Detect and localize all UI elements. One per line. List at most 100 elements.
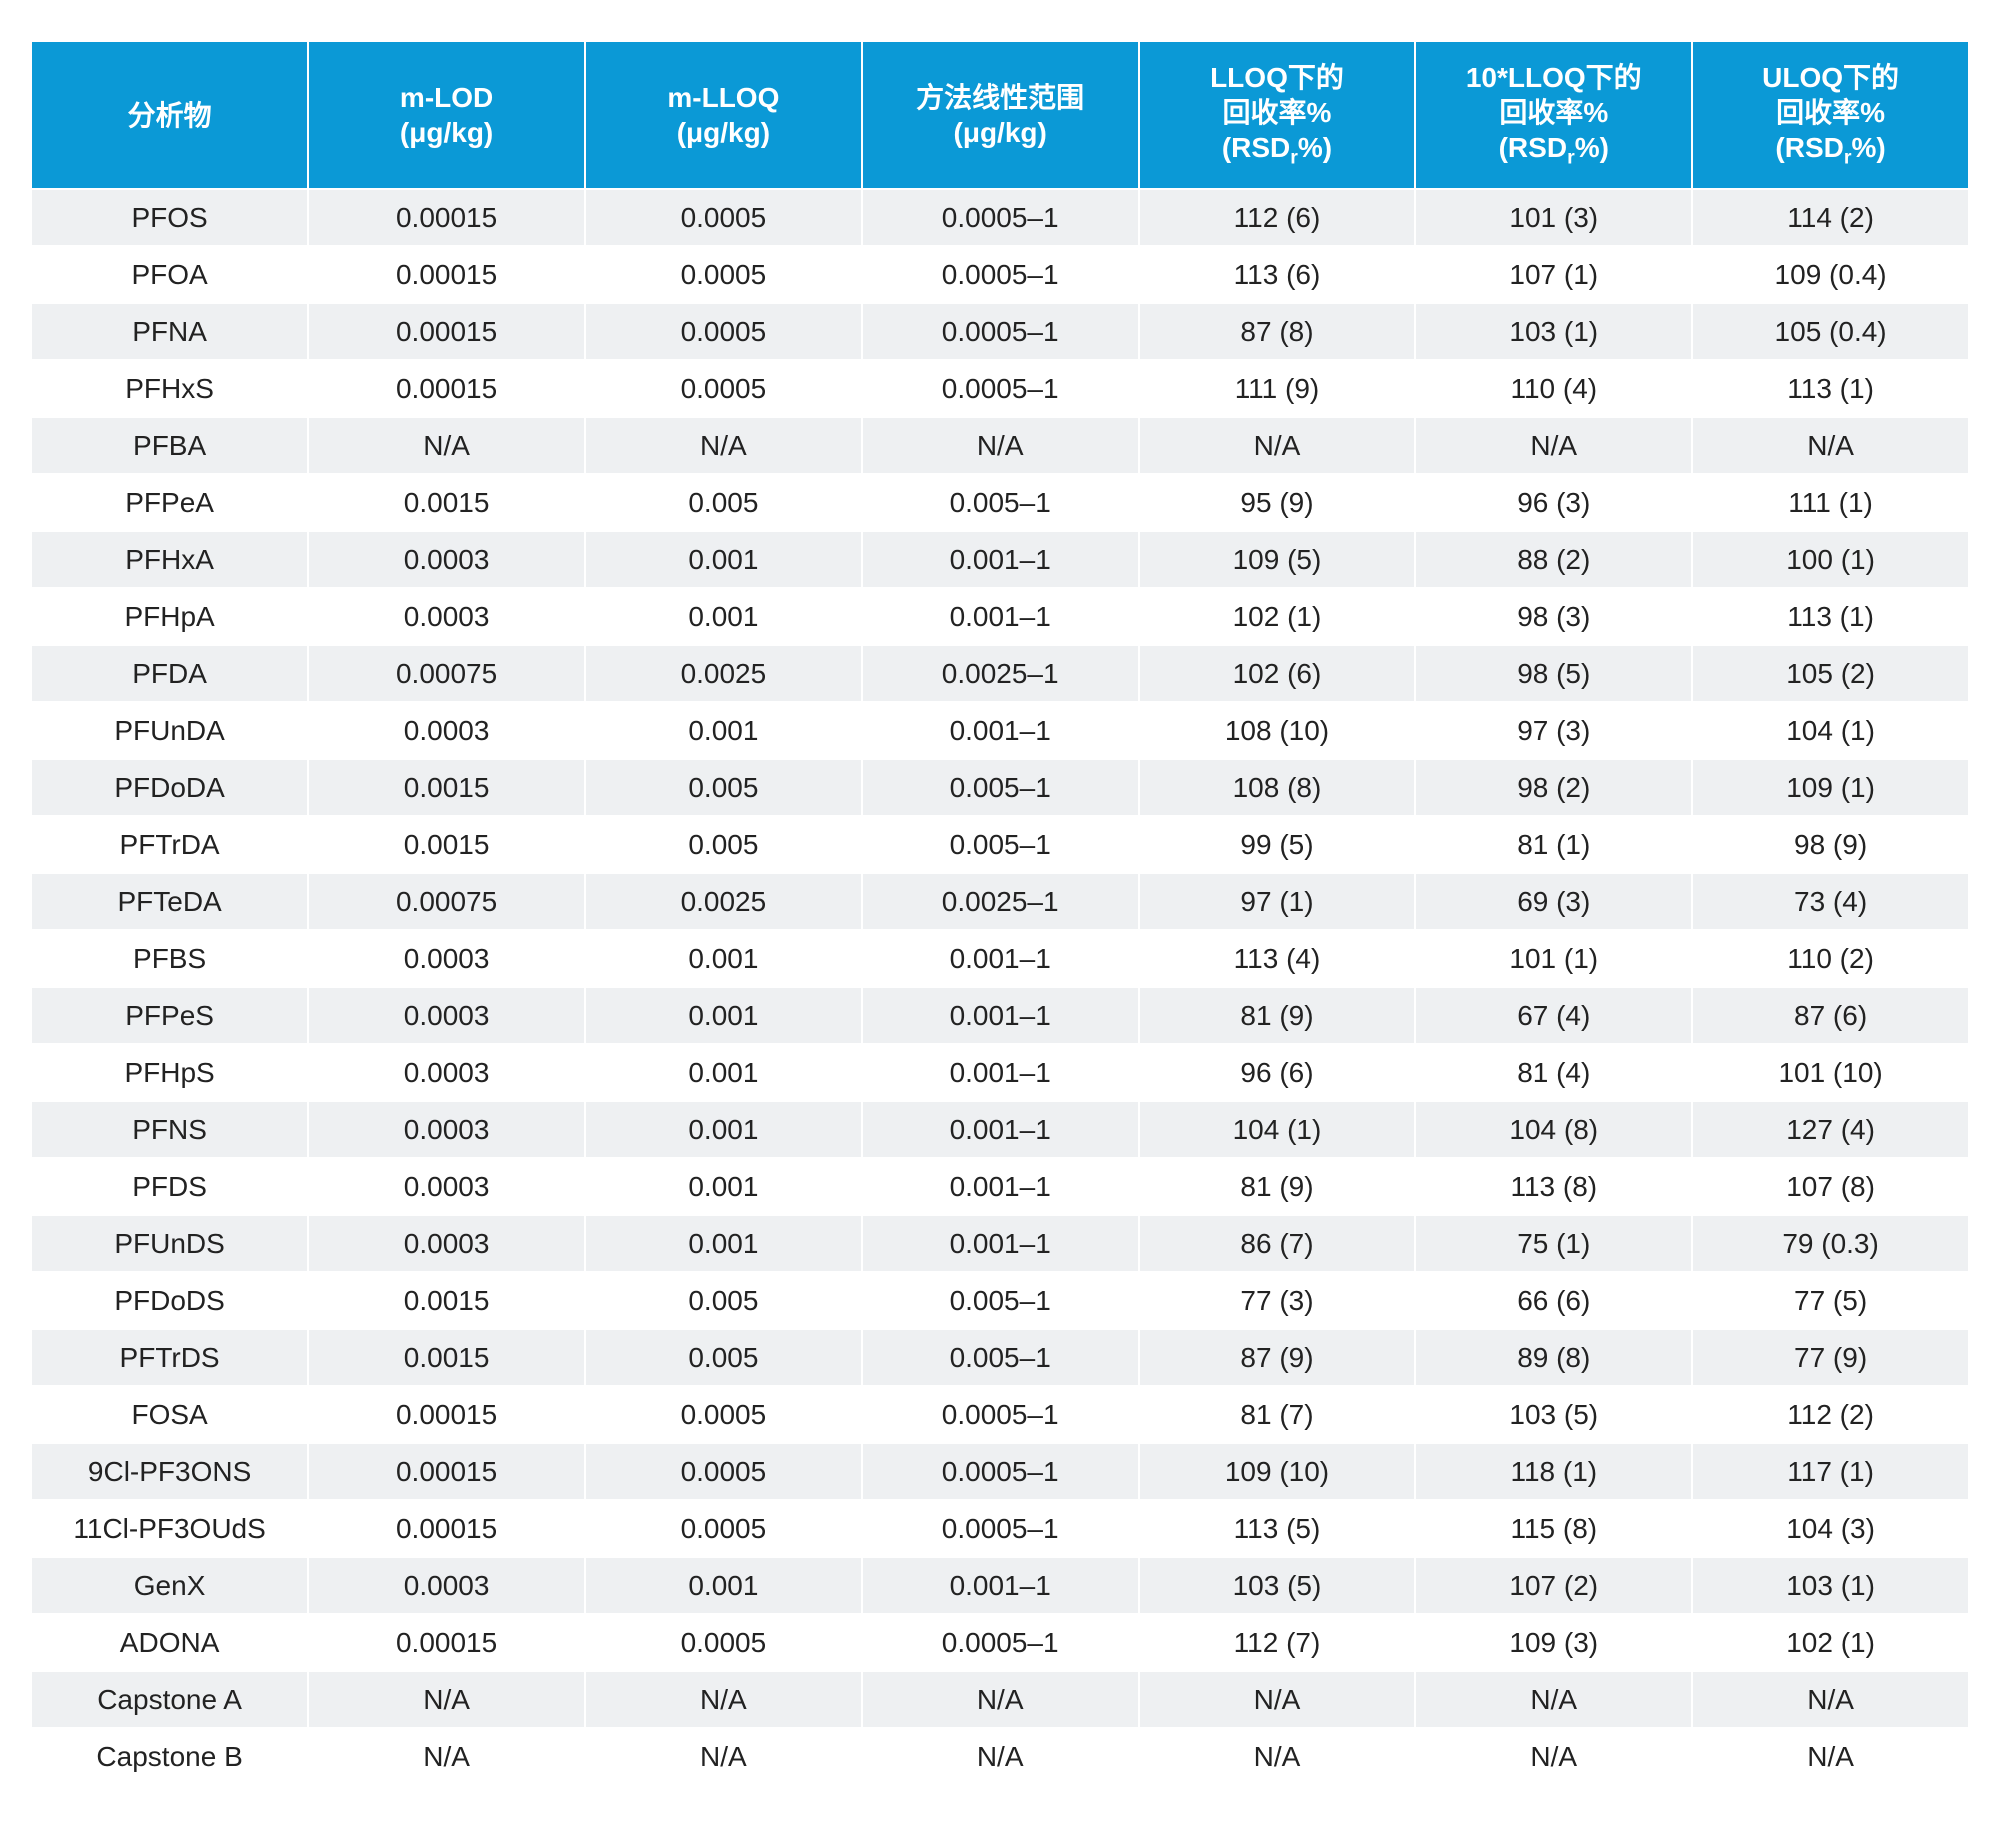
cell: PFTrDA bbox=[31, 816, 308, 873]
cell: PFDA bbox=[31, 645, 308, 702]
table-row: PFOS0.000150.00050.0005–1112 (6)101 (3)1… bbox=[31, 189, 1969, 246]
cell: 0.001–1 bbox=[862, 1557, 1139, 1614]
cell: 0.0003 bbox=[308, 1101, 585, 1158]
cell: 0.005–1 bbox=[862, 759, 1139, 816]
cell: 0.0025–1 bbox=[862, 873, 1139, 930]
cell: 0.0003 bbox=[308, 1044, 585, 1101]
cell: 73 (4) bbox=[1692, 873, 1969, 930]
cell: 87 (6) bbox=[1692, 987, 1969, 1044]
table-row: PFBAN/AN/AN/AN/AN/AN/A bbox=[31, 417, 1969, 474]
cell: 112 (6) bbox=[1139, 189, 1416, 246]
cell: 0.0025–1 bbox=[862, 645, 1139, 702]
cell: 81 (1) bbox=[1415, 816, 1692, 873]
cell: 9Cl-PF3ONS bbox=[31, 1443, 308, 1500]
cell: 66 (6) bbox=[1415, 1272, 1692, 1329]
cell: 107 (2) bbox=[1415, 1557, 1692, 1614]
cell: 109 (0.4) bbox=[1692, 246, 1969, 303]
cell: N/A bbox=[862, 417, 1139, 474]
cell: 110 (4) bbox=[1415, 360, 1692, 417]
cell: 86 (7) bbox=[1139, 1215, 1416, 1272]
cell: 0.001 bbox=[585, 1101, 862, 1158]
cell: N/A bbox=[585, 1671, 862, 1728]
cell: 0.00015 bbox=[308, 360, 585, 417]
cell: 0.00075 bbox=[308, 873, 585, 930]
table-row: GenX0.00030.0010.001–1103 (5)107 (2)103 … bbox=[31, 1557, 1969, 1614]
cell: 0.00015 bbox=[308, 1500, 585, 1557]
cell: N/A bbox=[308, 1671, 585, 1728]
cell: 0.0005–1 bbox=[862, 1614, 1139, 1671]
cell: N/A bbox=[585, 1728, 862, 1785]
table-row: PFOA0.000150.00050.0005–1113 (6)107 (1)1… bbox=[31, 246, 1969, 303]
cell: PFPeA bbox=[31, 474, 308, 531]
cell: 0.00015 bbox=[308, 246, 585, 303]
cell: 107 (8) bbox=[1692, 1158, 1969, 1215]
cell: N/A bbox=[1415, 1671, 1692, 1728]
cell: 0.005 bbox=[585, 474, 862, 531]
cell: 0.00015 bbox=[308, 1386, 585, 1443]
cell: 0.001 bbox=[585, 588, 862, 645]
table-row: FOSA0.000150.00050.0005–181 (7)103 (5)11… bbox=[31, 1386, 1969, 1443]
cell: PFHxA bbox=[31, 531, 308, 588]
cell: 108 (8) bbox=[1139, 759, 1416, 816]
cell: 0.005 bbox=[585, 759, 862, 816]
cell: 115 (8) bbox=[1415, 1500, 1692, 1557]
cell: 102 (6) bbox=[1139, 645, 1416, 702]
table-header-row: 分析物m-LOD(μg/kg)m-LLOQ(μg/kg)方法线性范围(μg/kg… bbox=[31, 41, 1969, 189]
cell: 77 (9) bbox=[1692, 1329, 1969, 1386]
cell: 79 (0.3) bbox=[1692, 1215, 1969, 1272]
cell: 0.001–1 bbox=[862, 1158, 1139, 1215]
cell: 109 (3) bbox=[1415, 1614, 1692, 1671]
cell: 0.0005 bbox=[585, 246, 862, 303]
cell: 0.0005–1 bbox=[862, 360, 1139, 417]
cell: 88 (2) bbox=[1415, 531, 1692, 588]
table-row: PFDoDA0.00150.0050.005–1108 (8)98 (2)109… bbox=[31, 759, 1969, 816]
table-row: PFPeS0.00030.0010.001–181 (9)67 (4)87 (6… bbox=[31, 987, 1969, 1044]
cell: 81 (7) bbox=[1139, 1386, 1416, 1443]
cell: 0.001 bbox=[585, 987, 862, 1044]
cell: 77 (5) bbox=[1692, 1272, 1969, 1329]
table-row: PFHxS0.000150.00050.0005–1111 (9)110 (4)… bbox=[31, 360, 1969, 417]
cell: 0.001–1 bbox=[862, 702, 1139, 759]
cell: 0.0005 bbox=[585, 189, 862, 246]
cell: 0.005–1 bbox=[862, 1272, 1139, 1329]
table-row: PFUnDS0.00030.0010.001–186 (7)75 (1)79 (… bbox=[31, 1215, 1969, 1272]
table-row: Capstone AN/AN/AN/AN/AN/AN/A bbox=[31, 1671, 1969, 1728]
cell: 0.00075 bbox=[308, 645, 585, 702]
cell: 0.001 bbox=[585, 1044, 862, 1101]
cell: PFOA bbox=[31, 246, 308, 303]
table-row: ADONA0.000150.00050.0005–1112 (7)109 (3)… bbox=[31, 1614, 1969, 1671]
col-header-range: 方法线性范围(μg/kg) bbox=[862, 41, 1139, 189]
cell: 0.0003 bbox=[308, 588, 585, 645]
cell: 67 (4) bbox=[1415, 987, 1692, 1044]
cell: 0.0005–1 bbox=[862, 1386, 1139, 1443]
cell: 112 (7) bbox=[1139, 1614, 1416, 1671]
cell: 0.005 bbox=[585, 816, 862, 873]
table-row: Capstone BN/AN/AN/AN/AN/AN/A bbox=[31, 1728, 1969, 1785]
col-header-analyte: 分析物 bbox=[31, 41, 308, 189]
cell: PFTeDA bbox=[31, 873, 308, 930]
table-row: PFHxA0.00030.0010.001–1109 (5)88 (2)100 … bbox=[31, 531, 1969, 588]
cell: PFNS bbox=[31, 1101, 308, 1158]
table-row: 11Cl-PF3OUdS0.000150.00050.0005–1113 (5)… bbox=[31, 1500, 1969, 1557]
cell: 97 (3) bbox=[1415, 702, 1692, 759]
cell: 127 (4) bbox=[1692, 1101, 1969, 1158]
table-header: 分析物m-LOD(μg/kg)m-LLOQ(μg/kg)方法线性范围(μg/kg… bbox=[31, 41, 1969, 189]
cell: N/A bbox=[1139, 1728, 1416, 1785]
cell: 69 (3) bbox=[1415, 873, 1692, 930]
cell: 0.0015 bbox=[308, 474, 585, 531]
cell: 0.00015 bbox=[308, 303, 585, 360]
table-row: PFHpS0.00030.0010.001–196 (6)81 (4)101 (… bbox=[31, 1044, 1969, 1101]
cell: 113 (8) bbox=[1415, 1158, 1692, 1215]
cell: 0.001 bbox=[585, 1557, 862, 1614]
cell: 87 (9) bbox=[1139, 1329, 1416, 1386]
cell: N/A bbox=[1692, 1671, 1969, 1728]
cell: 0.001–1 bbox=[862, 531, 1139, 588]
table-row: PFNS0.00030.0010.001–1104 (1)104 (8)127 … bbox=[31, 1101, 1969, 1158]
col-header-mlod: m-LOD(μg/kg) bbox=[308, 41, 585, 189]
cell: 118 (1) bbox=[1415, 1443, 1692, 1500]
cell: 0.00015 bbox=[308, 189, 585, 246]
cell: 0.0005–1 bbox=[862, 1443, 1139, 1500]
cell: 100 (1) bbox=[1692, 531, 1969, 588]
cell: 96 (6) bbox=[1139, 1044, 1416, 1101]
cell: 0.0005–1 bbox=[862, 189, 1139, 246]
